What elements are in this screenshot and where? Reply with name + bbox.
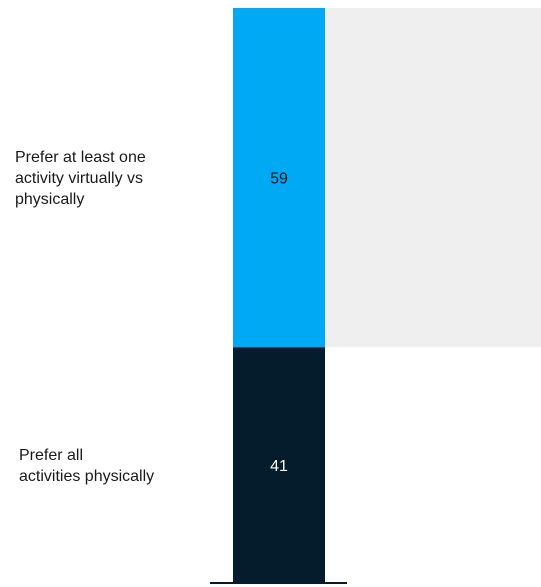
category-label-physical: Prefer all activities physically	[19, 445, 154, 487]
category-label-physical-line2: activities physically	[19, 468, 155, 485]
category-label-virtual-line2: activity virtually vs	[15, 170, 144, 187]
bars-group: 59 41	[233, 8, 325, 583]
category-label-virtual-line1: Prefer at least one	[15, 149, 146, 166]
category-label-physical-line1: Prefer all	[19, 447, 84, 464]
value-label-physical: 41	[270, 458, 288, 475]
background-panel	[325, 8, 541, 348]
bar-virtual	[233, 8, 325, 348]
bar-physical	[233, 347, 325, 583]
value-label-virtual: 59	[270, 171, 288, 188]
category-label-virtual-line3: physically	[15, 191, 85, 208]
category-label-virtual: Prefer at least one activity virtually v…	[15, 147, 146, 210]
